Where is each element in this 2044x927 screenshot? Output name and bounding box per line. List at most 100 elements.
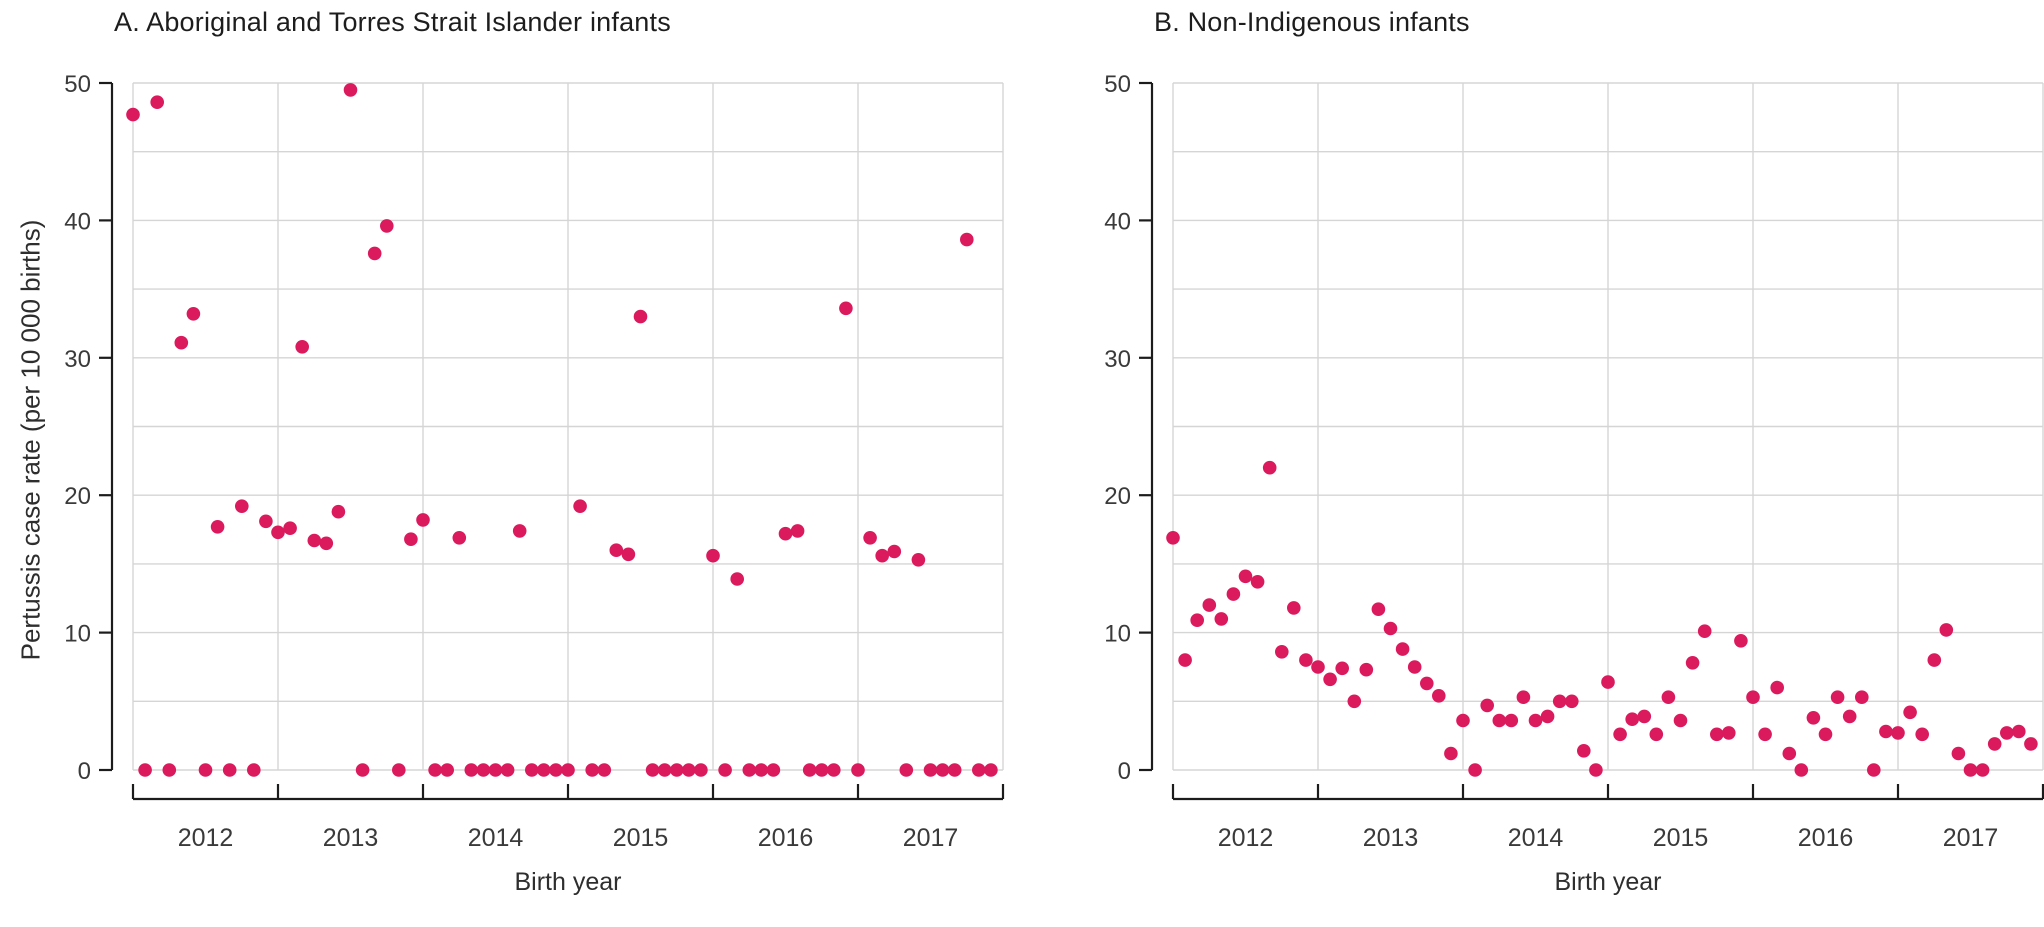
data-point [2024,737,2038,751]
data-point [657,763,672,777]
data-point [138,763,152,777]
data-point [863,531,877,545]
data-point [1806,711,1821,725]
y-tick-label: 0 [78,758,91,785]
data-point [2012,724,2026,739]
data-point [283,521,297,535]
data-point [271,525,285,540]
data-point [815,763,829,777]
data-point [343,83,358,97]
y-tick-label: 0 [1118,758,1131,785]
data-point [235,499,249,513]
data-point [827,763,841,777]
data-point [911,553,926,567]
data-point [150,95,164,109]
data-point [1613,727,1627,742]
data-point [960,232,974,247]
data-point [1794,763,1809,777]
y-tick-label: 10 [1104,621,1131,648]
x-tick-label: 2012 [1218,824,1274,852]
data-point [355,763,370,777]
data-point [1456,713,1470,728]
data-point [1830,690,1845,704]
data-point [319,536,334,551]
x-tick-label: 2016 [1798,824,1854,852]
y-tick-label: 30 [64,346,91,373]
data-point [247,763,261,777]
data-point [174,335,189,350]
data-point [1528,713,1543,728]
data-point [1250,575,1265,589]
data-point [802,763,817,777]
data-point [1565,694,1579,709]
data-point [621,547,636,562]
data-point [742,763,757,777]
data-point [839,301,853,316]
data-point [1963,763,1978,777]
x-tick-label: 2016 [758,824,814,852]
data-point [887,544,902,559]
y-tick-label: 30 [1104,346,1131,373]
data-point [984,763,998,777]
data-point [1504,713,1519,728]
x-tick-label: 2013 [1363,824,1419,852]
data-point [573,499,587,513]
data-point [126,107,140,122]
data-point [754,763,769,777]
data-point [1178,653,1192,667]
data-point [452,531,467,545]
data-point [609,543,624,557]
x-tick-label: 2015 [1653,824,1709,852]
data-point [1202,598,1217,612]
data-point [537,763,551,777]
data-point [428,763,442,777]
data-point [1383,621,1398,636]
data-point [790,524,805,538]
data-point [488,763,503,777]
x-axis-title-panel-b: Birth year [1554,868,1662,896]
data-point [525,763,539,777]
x-tick-label: 2015 [613,824,669,852]
data-point [585,763,599,777]
data-point [512,524,527,538]
data-point [367,246,382,261]
data-point [1311,660,1325,674]
data-point [404,532,418,546]
data-point [416,513,430,527]
data-point [295,340,310,354]
data-point [380,219,394,233]
data-point [186,307,201,321]
data-point [1275,645,1289,659]
data-point [2000,726,2014,740]
data-point [1782,746,1797,761]
panel-b-title: B. Non-Indigenous infants [1154,7,1470,37]
data-point [972,763,986,777]
data-point [1432,689,1446,703]
y-tick-label: 40 [64,208,91,235]
data-point [222,763,237,777]
panel-a-title: A. Aboriginal and Torres Strait Islander… [114,7,671,37]
data-point [1903,705,1917,720]
y-tick-label: 50 [1104,71,1131,98]
data-point [778,526,793,541]
data-point [259,514,273,529]
data-point [1359,662,1374,677]
data-point [1770,680,1784,695]
data-point [1673,713,1688,728]
data-point [1335,661,1349,676]
data-point [1190,613,1204,627]
data-point [1915,727,1929,742]
data-point [706,548,720,563]
y-tick-label: 50 [64,71,91,98]
data-point [392,763,406,777]
x-tick-label: 2014 [468,824,524,852]
data-point [1842,709,1857,724]
data-point [476,763,491,777]
y-tick-label: 10 [64,621,91,648]
data-point [718,763,732,777]
data-point [1492,713,1507,728]
data-point [1649,727,1664,742]
data-point [1166,531,1180,545]
